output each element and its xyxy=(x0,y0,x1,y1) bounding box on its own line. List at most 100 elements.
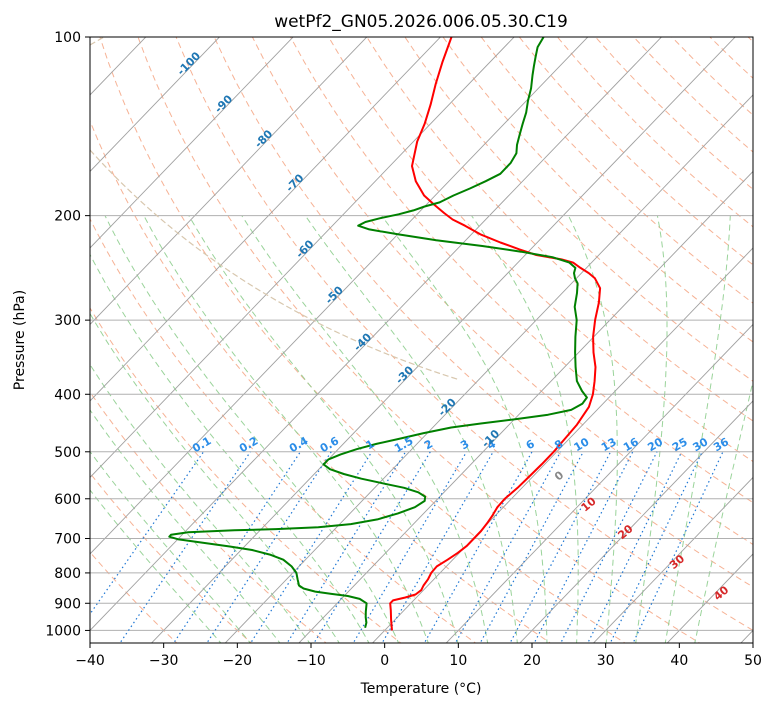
mixing-ratio-line xyxy=(90,451,205,616)
isotherm-line xyxy=(150,37,736,643)
y-axis-ticks: 100 200 300 400 500 600 700 800 900 1000 xyxy=(45,30,90,639)
x-tick-label: 50 xyxy=(744,653,762,669)
mixing-ratio-line xyxy=(313,451,431,643)
dry-adiabats xyxy=(90,37,753,643)
isotherm-line xyxy=(90,37,294,249)
moist-adiabats xyxy=(90,215,753,643)
moist-adiabat xyxy=(90,489,222,643)
mixing-ratio-line xyxy=(423,451,533,643)
tan-dashed-curve-2 xyxy=(90,149,461,381)
moist-adiabat xyxy=(90,253,370,643)
mixing-ratio-line xyxy=(381,451,494,643)
isotherm-label: -100 xyxy=(175,49,204,78)
y-tick-label: 200 xyxy=(54,209,81,225)
moist-adiabat xyxy=(694,379,753,643)
isotherm-line xyxy=(519,400,753,643)
dry-adiabat xyxy=(595,37,753,190)
mixing-ratio-line xyxy=(454,451,562,643)
x-tick-label: 30 xyxy=(597,653,615,669)
dry-adiabat xyxy=(328,37,753,463)
mixing-ratio-line xyxy=(509,451,612,643)
isotherm-line xyxy=(740,629,753,643)
x-tick-label: 10 xyxy=(449,653,467,669)
dry-adiabat xyxy=(290,37,753,504)
isotherm-line xyxy=(90,37,663,632)
hodograph-curve xyxy=(90,37,461,381)
isotherm-line xyxy=(298,170,753,643)
wetbulb-label: 40 xyxy=(711,583,731,603)
x-axis-label: Temperature (°C) xyxy=(360,681,482,697)
mixing-ratio-line xyxy=(632,451,724,643)
dry-adiabat xyxy=(213,37,753,588)
dry-adiabat xyxy=(90,472,253,643)
isotherm-label: -80 xyxy=(252,127,275,150)
isotherm-label: -50 xyxy=(323,283,346,306)
mixing-ratio-line xyxy=(587,451,683,643)
y-tick-label: 400 xyxy=(54,387,81,403)
moist-adiabat xyxy=(471,215,579,643)
dry-adiabat xyxy=(90,391,327,643)
y-tick-label: 100 xyxy=(54,30,81,46)
temperature-profile xyxy=(389,37,602,631)
moist-adiabat xyxy=(90,363,311,643)
isotherm-label: -20 xyxy=(436,396,459,419)
mixing-ratio-line xyxy=(560,451,658,643)
isotherm-line xyxy=(90,37,221,173)
y-tick-label: 500 xyxy=(54,445,81,461)
wetbulb-label: 10 xyxy=(579,494,599,514)
moist-adiabat xyxy=(104,215,400,643)
dry-adiabat xyxy=(480,37,753,304)
mixing-ratio-line xyxy=(206,451,332,643)
dry-adiabat xyxy=(442,37,753,343)
moist-adiabat xyxy=(241,215,489,643)
isotherm-label: -10 xyxy=(479,427,502,450)
mixing-ratio-line xyxy=(609,451,703,643)
mixing-ratio-line xyxy=(533,451,634,643)
moist-adiabat xyxy=(664,215,731,643)
y-tick-label: 900 xyxy=(54,596,81,612)
plot-frame xyxy=(89,36,754,644)
dry-adiabat xyxy=(90,307,402,643)
dry-adiabat xyxy=(251,37,753,546)
wetbulb-label: 0 xyxy=(552,468,566,483)
isotherm-line xyxy=(90,37,368,326)
isotherm-label: -70 xyxy=(283,171,306,194)
dry-adiabat xyxy=(633,37,753,153)
x-tick-label: 40 xyxy=(670,653,688,669)
mixing-ratio-line xyxy=(119,451,251,643)
x-tick-label: −10 xyxy=(296,653,326,669)
x-tick-label: 0 xyxy=(380,653,389,669)
isotherm-line xyxy=(0,24,11,646)
dry-adiabat xyxy=(671,37,753,116)
dewpoint-profile xyxy=(168,37,588,629)
mixing-ratio-label: 6 xyxy=(524,437,537,452)
isotherm-line xyxy=(445,323,753,643)
y-tick-label: 800 xyxy=(54,566,81,582)
x-tick-label: 20 xyxy=(523,653,541,669)
mixing-ratio-label: 2 xyxy=(422,437,435,452)
chart-title: wetPf2_GN05.2026.006.05.30.C19 xyxy=(274,12,568,32)
x-tick-label: −20 xyxy=(223,653,253,669)
y-axis-label: Pressure (hPa) xyxy=(12,290,28,390)
y-tick-label: 300 xyxy=(54,313,81,329)
moist-adiabat xyxy=(567,215,618,643)
x-tick-label: −30 xyxy=(149,653,179,669)
isotherm-line xyxy=(90,37,442,402)
isotherm-label: -60 xyxy=(293,237,316,260)
moist-adiabat xyxy=(143,215,429,643)
isotherm-line xyxy=(90,37,515,479)
moist-adiabat xyxy=(381,215,548,643)
isotherm-line xyxy=(224,94,753,643)
dry-adiabat xyxy=(137,37,701,643)
dry-adiabat xyxy=(709,37,753,79)
mixing-ratio-label: 3 xyxy=(458,437,471,452)
moist-adiabat xyxy=(90,409,281,643)
x-tick-label: −40 xyxy=(75,653,105,669)
isotherm-line xyxy=(592,476,753,643)
moist-adiabat xyxy=(304,215,518,643)
moist-adiabat xyxy=(90,312,340,643)
mixing-ratio-line xyxy=(172,451,301,643)
moist-adiabat xyxy=(188,215,459,643)
mixing-ratio-line xyxy=(479,451,584,643)
